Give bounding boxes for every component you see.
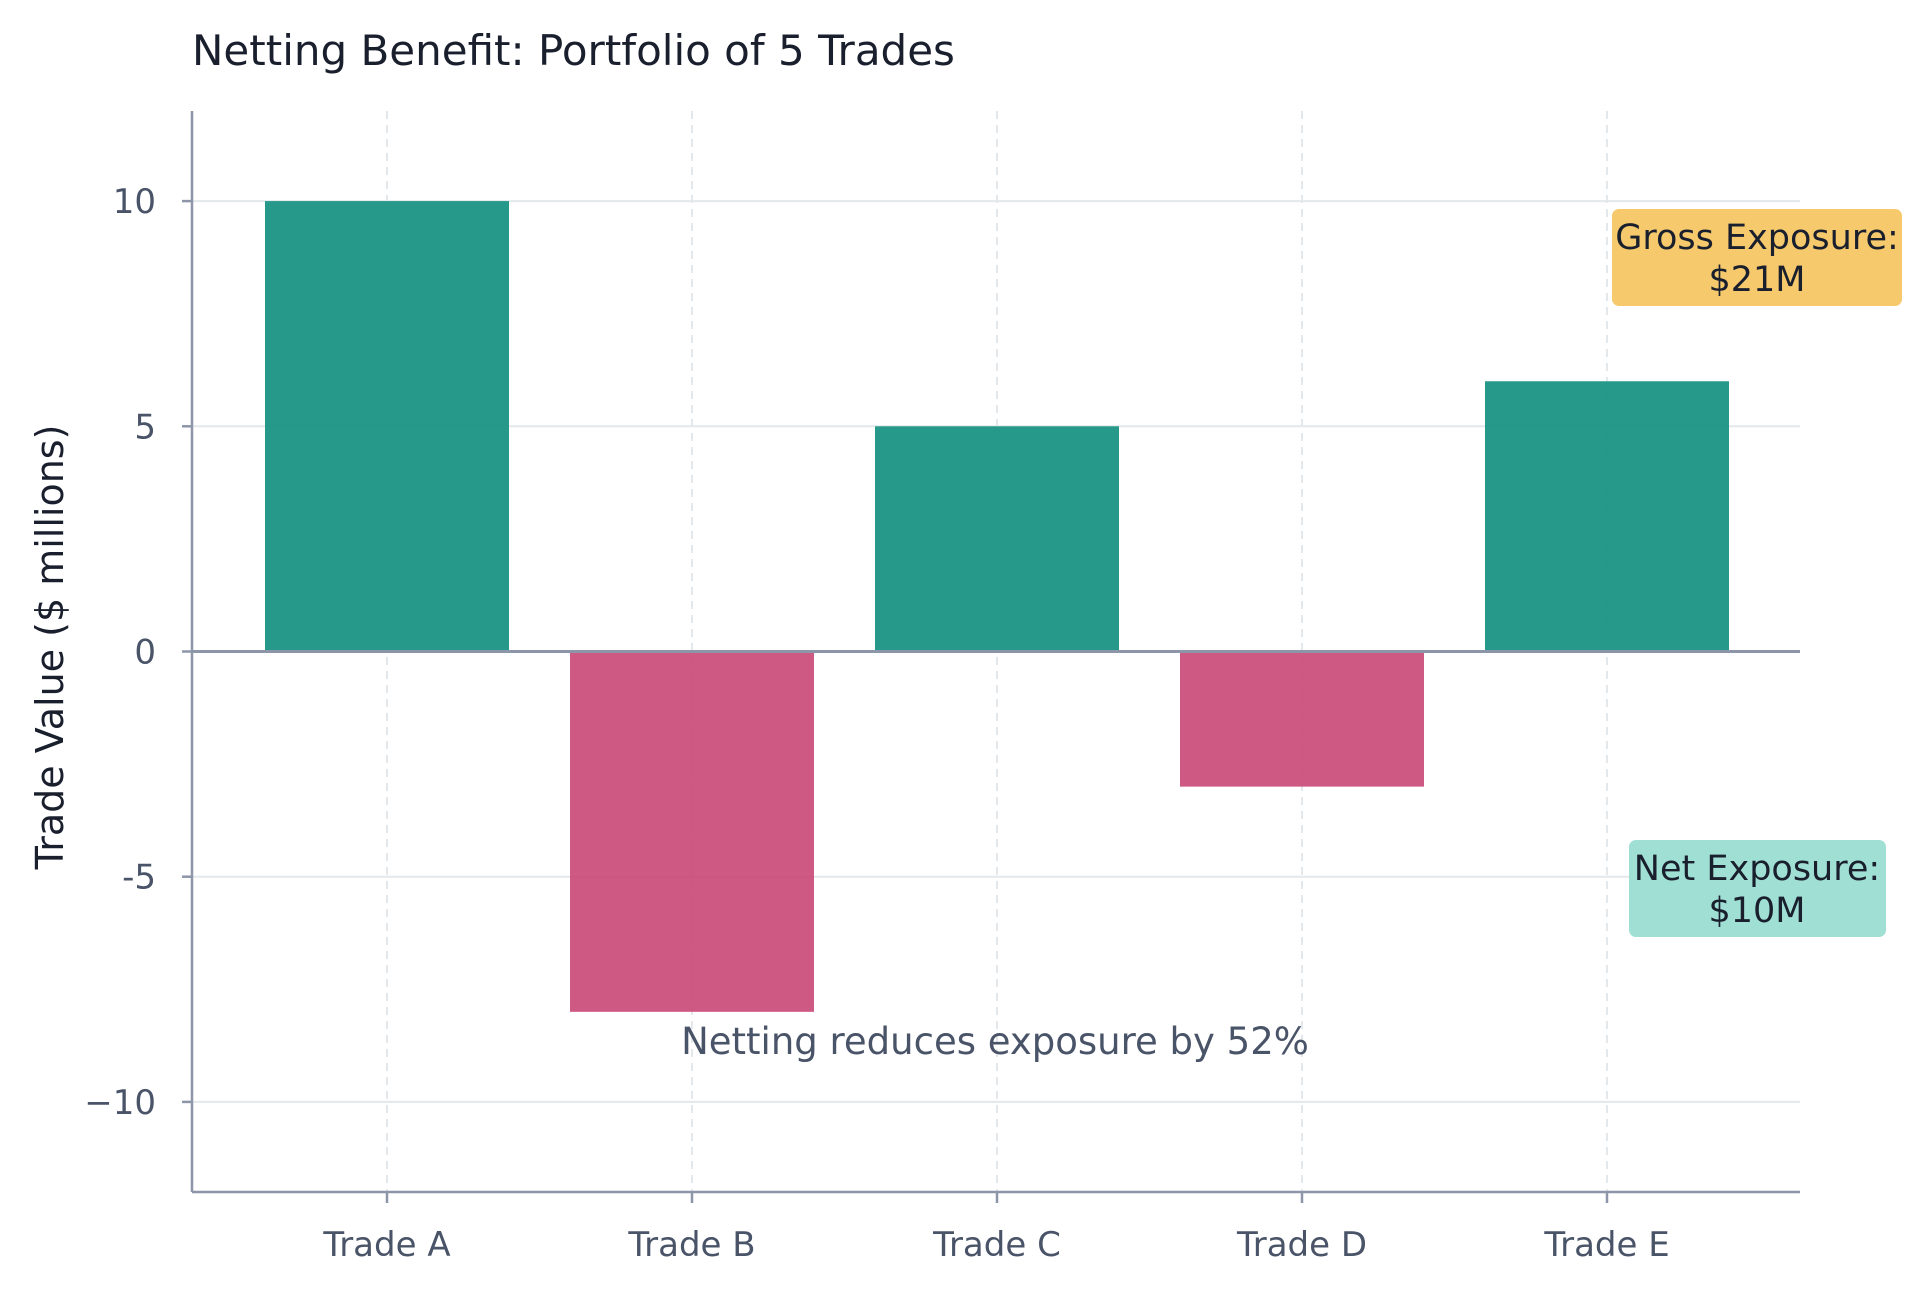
net-exposure-value: $10M [1708,891,1805,931]
bar-trade-b [570,651,814,1012]
netting-note: Netting reduces exposure by 52% [681,1020,1309,1063]
x-tick-label: Trade D [1236,1225,1367,1265]
axis-layer: −10 -5 0 5 10 Trade A Trade B Trade C Trade D Tra… [84,111,1800,1265]
gross-exposure-box: Gross Exposure: $21M [1612,209,1902,306]
y-tick-label: -5 [122,858,156,898]
x-tick-label: Trade C [932,1225,1061,1265]
bar-layer [265,201,1729,1012]
bar-trade-a [265,201,509,652]
net-exposure-label: Net Exposure: [1634,849,1880,889]
x-tick-label: Trade A [322,1225,450,1265]
y-tick-label: 10 [113,182,156,222]
gross-exposure-value: $21M [1708,260,1805,300]
y-tick-label: 0 [134,633,156,673]
gross-exposure-label: Gross Exposure: [1615,218,1899,258]
bar-trade-e [1485,381,1729,652]
y-tick-label: 5 [134,407,156,447]
net-exposure-box: Net Exposure: $10M [1629,840,1886,937]
bar-trade-c [875,426,1119,652]
y-axis-label: Trade Value ($ millions) [28,425,72,871]
bar-trade-d [1180,651,1424,787]
chart-title: Netting Benefit: Portfolio of 5 Trades [192,26,955,75]
y-tick-label: −10 [84,1083,156,1123]
x-tick-label: Trade B [627,1225,755,1265]
x-tick-label: Trade E [1543,1225,1669,1265]
